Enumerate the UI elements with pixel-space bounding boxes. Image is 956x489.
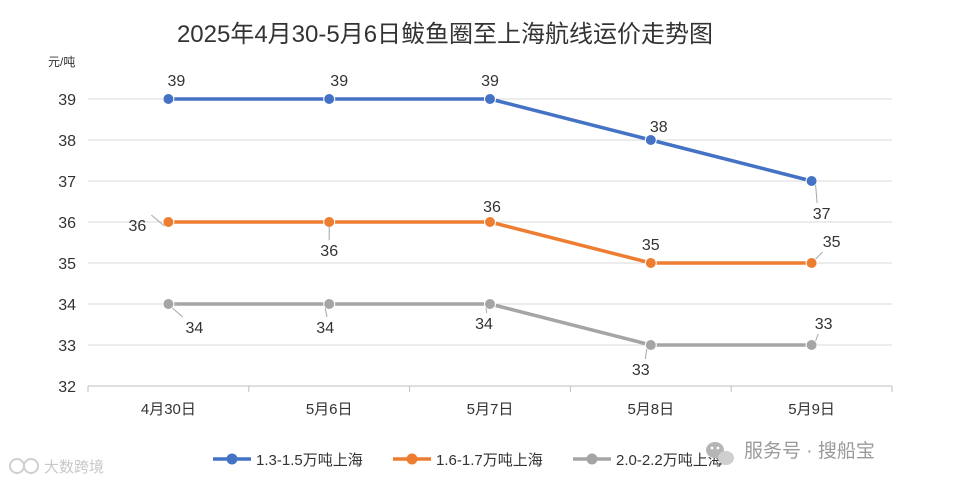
y-tick-label: 35 bbox=[58, 256, 76, 273]
series-line bbox=[166, 220, 814, 265]
data-label: 34 bbox=[316, 320, 334, 337]
data-point bbox=[162, 298, 175, 310]
legend-item-2[interactable]: 1.6-1.7万吨上海 bbox=[393, 452, 543, 469]
y-tick-label: 36 bbox=[58, 215, 76, 232]
data-label: 33 bbox=[815, 316, 833, 333]
watermark-right: 服务号 · 搜船宝 bbox=[706, 440, 875, 465]
brand-logo-icon bbox=[9, 458, 39, 474]
label-leader-line bbox=[485, 307, 488, 314]
x-category-label: 5月7日 bbox=[467, 401, 514, 418]
data-label: 36 bbox=[483, 199, 501, 216]
x-axis-categories: 4月30日 5月6日 5月7日 5月8日 5月9日 bbox=[87, 386, 893, 418]
gridlines bbox=[88, 98, 892, 387]
data-point bbox=[162, 216, 175, 228]
data-label: 37 bbox=[813, 206, 831, 223]
watermark-right-text: 服务号 · 搜船宝 bbox=[744, 440, 875, 462]
data-label: 34 bbox=[475, 316, 493, 333]
data-point bbox=[484, 298, 496, 310]
data-label: 35 bbox=[823, 234, 841, 251]
data-label: 34 bbox=[186, 320, 204, 337]
wechat-icon bbox=[706, 442, 734, 465]
data-label: 36 bbox=[320, 243, 338, 260]
series-3: 34 34 34 33 33 bbox=[162, 298, 833, 379]
watermark-left-text: 大数跨境 bbox=[44, 458, 104, 476]
legend-item-1[interactable]: 1.3-1.5万吨上海 bbox=[213, 452, 363, 469]
series-2: 36 36 36 35 35 bbox=[129, 199, 841, 269]
legend-swatch-marker bbox=[226, 453, 238, 465]
legend-label: 1.6-1.7万吨上海 bbox=[436, 452, 543, 469]
label-leader-line bbox=[172, 307, 184, 318]
y-tick-label: 34 bbox=[58, 297, 76, 314]
data-point bbox=[805, 257, 818, 269]
data-label: 39 bbox=[481, 73, 499, 90]
y-tick-label: 38 bbox=[58, 133, 76, 150]
x-category-label: 5月9日 bbox=[788, 401, 835, 418]
data-point bbox=[644, 257, 657, 269]
data-label: 39 bbox=[330, 73, 348, 90]
watermark-left: 大数跨境 bbox=[9, 458, 104, 476]
legend-label: 1.3-1.5万吨上海 bbox=[256, 452, 363, 469]
label-leader-line bbox=[644, 348, 648, 360]
data-label: 33 bbox=[632, 362, 650, 379]
y-tick-label: 37 bbox=[58, 174, 76, 191]
y-tick-label: 32 bbox=[58, 379, 76, 396]
legend-swatch-marker bbox=[406, 453, 418, 465]
data-point bbox=[323, 298, 336, 310]
data-point bbox=[484, 93, 496, 105]
y-axis-unit-label: 元/吨 bbox=[48, 55, 75, 69]
label-leader-line bbox=[324, 307, 328, 318]
data-point bbox=[644, 339, 657, 351]
label-leader-line bbox=[815, 184, 818, 204]
series-group: 39 39 39 38 37 36 36 36 35 35 34 34 34 33 33 bbox=[129, 73, 841, 379]
legend[interactable]: 1.3-1.5万吨上海 1.6-1.7万吨上海 2.0-2.2万吨上海 bbox=[213, 452, 723, 469]
y-axis-ticks: 32 33 34 35 36 37 38 39 bbox=[58, 92, 76, 396]
y-tick-label: 33 bbox=[58, 338, 76, 355]
label-leader-line bbox=[815, 251, 823, 260]
data-point bbox=[323, 93, 336, 105]
legend-label: 2.0-2.2万吨上海 bbox=[616, 452, 723, 469]
x-category-label: 4月30日 bbox=[141, 401, 196, 418]
data-point bbox=[644, 134, 657, 146]
data-label: 36 bbox=[129, 218, 147, 235]
data-label: 35 bbox=[642, 237, 660, 254]
series-1: 39 39 39 38 37 bbox=[162, 73, 831, 223]
x-category-label: 5月8日 bbox=[627, 401, 674, 418]
y-tick-label: 39 bbox=[58, 92, 76, 109]
data-point bbox=[323, 216, 336, 228]
legend-swatch-marker bbox=[586, 453, 598, 465]
data-point bbox=[484, 216, 496, 228]
data-point bbox=[162, 93, 175, 105]
label-leader-line bbox=[151, 214, 165, 227]
label-leader-line bbox=[815, 333, 819, 342]
data-point bbox=[805, 175, 818, 187]
x-category-label: 5月6日 bbox=[306, 401, 353, 418]
data-label: 39 bbox=[168, 73, 186, 90]
chart-title: 2025年4月30-5月6日鲅鱼圈至上海航线运价走势图 bbox=[177, 21, 713, 48]
legend-item-3[interactable]: 2.0-2.2万吨上海 bbox=[573, 452, 723, 469]
data-point bbox=[805, 339, 818, 351]
data-label: 38 bbox=[650, 119, 668, 136]
